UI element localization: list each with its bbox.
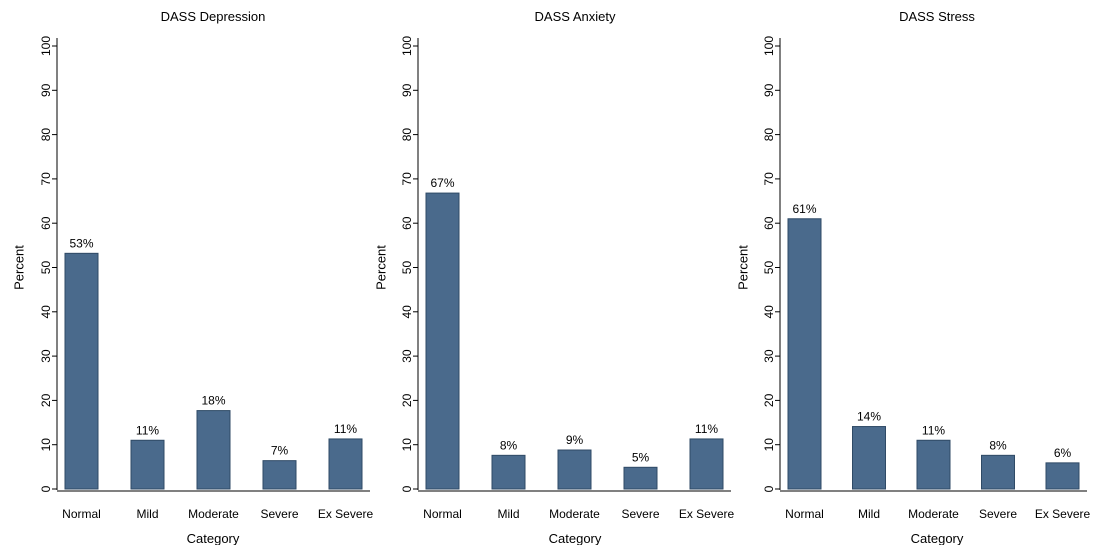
y-tick-label: 80 xyxy=(762,128,776,142)
y-tick-label: 70 xyxy=(39,172,53,186)
x-tick-label: Severe xyxy=(260,507,298,521)
y-tick-label: 80 xyxy=(39,128,53,142)
y-tick-label: 30 xyxy=(762,349,776,363)
y-tick-label: 0 xyxy=(762,485,776,492)
x-tick-label: Ex Severe xyxy=(679,507,735,521)
bar-value-label: 7% xyxy=(271,444,289,458)
chart-title: DASS Anxiety xyxy=(535,9,616,24)
bar-value-label: 8% xyxy=(989,438,1007,452)
x-tick-label: Normal xyxy=(62,507,101,521)
bar-value-label: 11% xyxy=(695,422,718,436)
y-axis-title: Percent xyxy=(373,245,388,290)
x-tick-label: Severe xyxy=(621,507,659,521)
bar-value-label: 8% xyxy=(500,438,518,452)
y-tick-label: 30 xyxy=(39,349,53,363)
y-tick-label: 50 xyxy=(762,261,776,275)
bar-value-label: 5% xyxy=(632,450,650,464)
x-axis-title: Category xyxy=(549,531,602,545)
y-tick-label: 20 xyxy=(39,393,53,407)
y-tick-label: 10 xyxy=(39,438,53,452)
bar-mild xyxy=(130,439,165,490)
x-tick-label: Ex Severe xyxy=(1035,507,1091,521)
y-tick-label: 0 xyxy=(400,485,414,492)
y-tick-label: 10 xyxy=(400,438,414,452)
bar-severe xyxy=(262,460,297,490)
bar-value-label: 61% xyxy=(792,202,816,216)
y-axis-title: Percent xyxy=(735,245,750,290)
bar-moderate xyxy=(916,439,951,490)
y-tick-label: 70 xyxy=(762,172,776,186)
y-tick-label: 70 xyxy=(400,172,414,186)
y-axis-title: Percent xyxy=(11,245,26,290)
bar-mild xyxy=(491,454,526,490)
y-tick-label: 60 xyxy=(39,216,53,230)
chart-panel-1: DASS Depression 0 10 20 30 40 50 60 70 80 90 100 Per… xyxy=(11,9,374,546)
y-tick-label: 20 xyxy=(762,393,776,407)
y-tick-label: 40 xyxy=(400,305,414,319)
x-tick-label: Normal xyxy=(423,507,462,521)
x-tick-label: Severe xyxy=(979,507,1017,521)
y-tick-label: 50 xyxy=(400,261,414,275)
bar-value-label: 53% xyxy=(69,236,93,250)
bar-normal xyxy=(64,252,99,490)
y-tick-label: 20 xyxy=(400,393,414,407)
y-tick-label: 50 xyxy=(39,261,53,275)
bar-ex-severe xyxy=(1045,462,1080,490)
bar-value-label: 14% xyxy=(857,410,881,424)
bar-mild xyxy=(852,426,886,490)
x-tick-label: Normal xyxy=(785,507,824,521)
y-tick-label: 90 xyxy=(762,83,776,97)
y-tick-label: 30 xyxy=(400,349,414,363)
bar-ex-severe xyxy=(328,438,363,490)
y-tick-label: 40 xyxy=(39,305,53,319)
bar-value-label: 9% xyxy=(566,433,584,447)
bar-severe xyxy=(981,454,1015,490)
chart-panel-3: DASS Stress 0 10 20 30 40 50 60 70 80 90 100 Percent… xyxy=(735,9,1091,546)
bar-value-label: 11% xyxy=(136,423,159,437)
x-axis-title: Category xyxy=(911,531,964,545)
bar-normal xyxy=(425,192,460,490)
chart-panel-2: DASS Anxiety 0 10 20 30 40 50 60 70 80 90 100 Percen… xyxy=(373,9,735,546)
bar-moderate xyxy=(557,449,592,490)
x-tick-label: Moderate xyxy=(188,507,239,521)
x-axis-title: Category xyxy=(187,531,240,545)
y-tick-label: 100 xyxy=(400,36,414,56)
x-tick-label: Moderate xyxy=(908,507,959,521)
x-tick-label: Moderate xyxy=(549,507,600,521)
bar-value-label: 11% xyxy=(922,423,945,437)
y-tick-label: 90 xyxy=(39,83,53,97)
bar-value-label: 11% xyxy=(334,422,357,436)
x-tick-label: Ex Severe xyxy=(318,507,374,521)
bar-value-label: 67% xyxy=(430,176,454,190)
bar-ex-severe xyxy=(689,438,724,490)
bar-value-label: 18% xyxy=(201,394,225,408)
chart-title: DASS Stress xyxy=(899,9,975,24)
y-tick-label: 10 xyxy=(762,438,776,452)
x-tick-label: Mild xyxy=(497,507,519,521)
bar-normal xyxy=(787,218,822,490)
y-tick-label: 40 xyxy=(762,305,776,319)
y-tick-label: 60 xyxy=(762,216,776,230)
y-tick-label: 0 xyxy=(39,485,53,492)
x-tick-label: Mild xyxy=(136,507,158,521)
y-tick-label: 80 xyxy=(400,128,414,142)
y-tick-label: 100 xyxy=(762,36,776,56)
bar-severe xyxy=(623,466,658,490)
bar-moderate xyxy=(196,410,231,490)
x-tick-label: Mild xyxy=(858,507,880,521)
bar-value-label: 6% xyxy=(1054,446,1072,460)
y-tick-label: 90 xyxy=(400,83,414,97)
y-tick-label: 100 xyxy=(39,36,53,56)
y-tick-label: 60 xyxy=(400,216,414,230)
chart-title: DASS Depression xyxy=(161,9,266,24)
